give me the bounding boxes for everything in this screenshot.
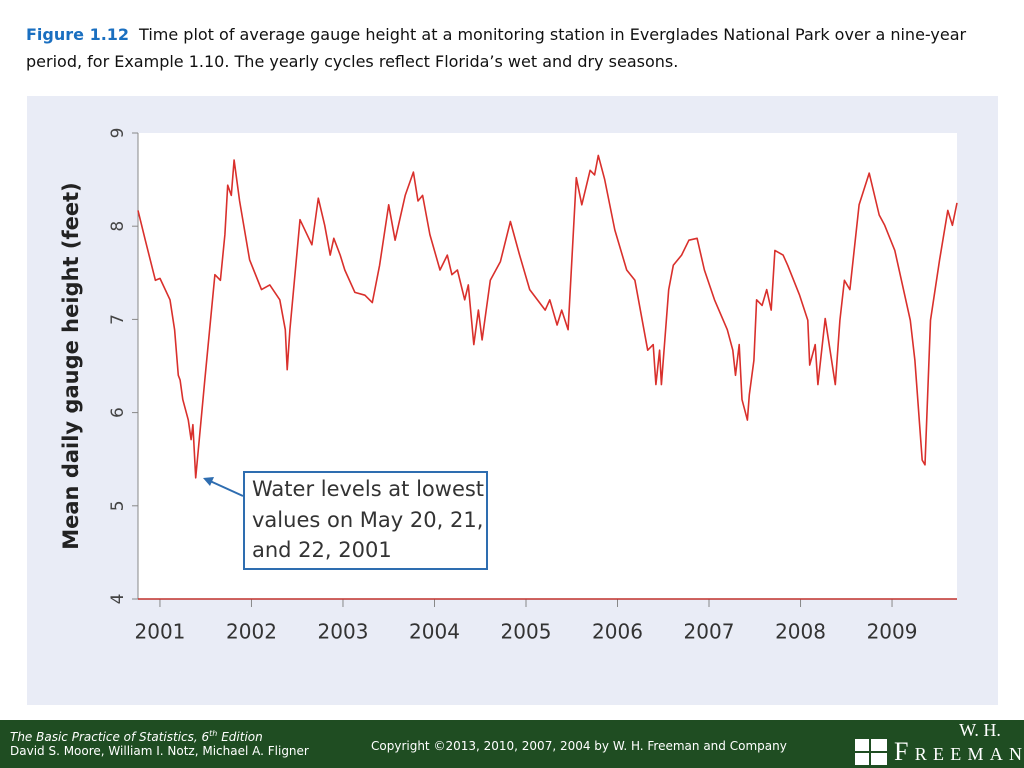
annotation-box [243, 471, 488, 570]
logo-square [855, 753, 869, 765]
x-tick-label: 2005 [501, 620, 552, 644]
annotation-line: Water levels at lowest [252, 477, 484, 501]
book-title-text: The Basic Practice of Statistics, 6 [10, 730, 210, 744]
caption-text: Time plot of average gauge height at a m… [26, 25, 967, 71]
edition: Edition [217, 730, 263, 744]
logo-top: W. H. [959, 720, 1001, 740]
y-tick-label: 5 [108, 500, 128, 511]
logo-square [855, 739, 869, 751]
x-tick-label: 2001 [135, 620, 186, 644]
copyright: Copyright ©2013, 2010, 2007, 2004 by W. … [371, 739, 787, 753]
data-line [137, 154, 958, 479]
x-tick-label: 2008 [775, 620, 826, 644]
y-tick-label: 4 [108, 594, 128, 605]
y-tick-label: 7 [108, 314, 128, 325]
arrow-head [203, 477, 214, 486]
footer: The Basic Practice of Statistics, 6th Ed… [0, 720, 1024, 768]
x-tick-label: 2004 [409, 620, 460, 644]
x-tick-label: 2002 [226, 620, 277, 644]
x-tick-label: 2003 [318, 620, 369, 644]
annotation-line: and 22, 2001 [252, 538, 392, 562]
annotation-arrow [209, 480, 244, 497]
y-tick-label: 6 [108, 407, 128, 418]
authors: David S. Moore, William I. Notz, Michael… [10, 744, 309, 758]
book-title: The Basic Practice of Statistics, 6th Ed… [10, 729, 263, 744]
logo-name: Freeman [894, 737, 1022, 766]
chart: Mean daily gauge height (feet) Water lev… [27, 96, 998, 705]
logo-square [871, 753, 887, 765]
caption: Figure 1.12 Time plot of average gauge he… [26, 21, 976, 75]
y-tick-label: 8 [108, 221, 128, 232]
caption-label: Figure 1.12 [26, 25, 130, 44]
x-tick-label: 2009 [867, 620, 918, 644]
logo-square [871, 739, 887, 751]
y-tick-label: 9 [108, 128, 128, 139]
edition-suffix: th [209, 729, 218, 738]
logo: W. H. Freeman [855, 720, 1022, 766]
annotation-line: values on May 20, 21, [252, 508, 483, 532]
x-tick-label: 2006 [592, 620, 643, 644]
y-axis-label: Mean daily gauge height (feet) [59, 182, 83, 550]
x-tick-label: 2007 [684, 620, 735, 644]
